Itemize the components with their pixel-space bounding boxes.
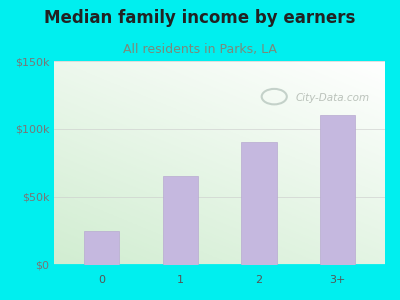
- Bar: [320, 115, 356, 265]
- Bar: [241, 142, 277, 265]
- Text: City-Data.com: City-Data.com: [296, 93, 370, 103]
- Bar: [84, 231, 119, 265]
- Bar: [163, 176, 198, 265]
- Text: All residents in Parks, LA: All residents in Parks, LA: [123, 44, 277, 56]
- Text: Median family income by earners: Median family income by earners: [44, 9, 356, 27]
